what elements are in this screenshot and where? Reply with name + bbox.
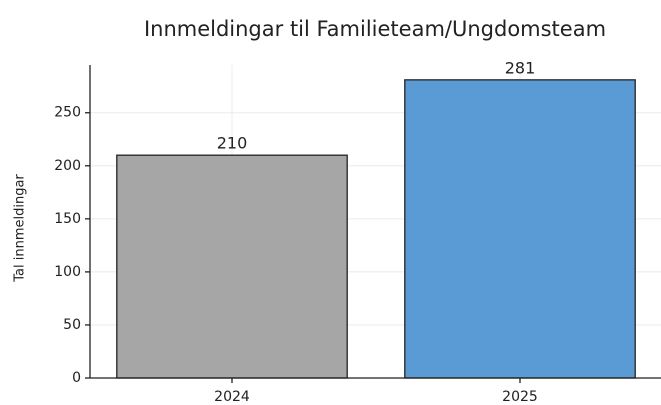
y-tick-label: 250: [54, 105, 81, 121]
x-tick-label: 2024: [214, 389, 250, 405]
y-tick-label: 150: [54, 211, 81, 227]
y-axis-label: Tal innmeldingar: [13, 174, 28, 283]
bar: [116, 154, 348, 379]
chart-title: Innmeldingar til Familieteam/Ungdomsteam: [144, 17, 606, 41]
y-tick-label: 200: [54, 158, 81, 174]
bar: [404, 79, 636, 379]
data-label: 210: [217, 134, 248, 153]
y-tick-label: 100: [54, 264, 81, 280]
y-tick-label: 0: [72, 370, 81, 386]
x-tick-label: 2025: [502, 389, 538, 405]
y-tick-label: 50: [63, 317, 81, 333]
data-label: 281: [505, 58, 536, 77]
